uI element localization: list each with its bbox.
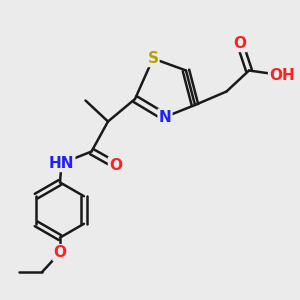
Text: O: O: [109, 158, 122, 172]
Text: OH: OH: [269, 68, 295, 82]
Text: HN: HN: [49, 156, 74, 171]
Text: O: O: [53, 245, 67, 260]
Text: N: N: [159, 110, 171, 124]
Text: S: S: [148, 51, 158, 66]
Text: O: O: [233, 36, 247, 51]
